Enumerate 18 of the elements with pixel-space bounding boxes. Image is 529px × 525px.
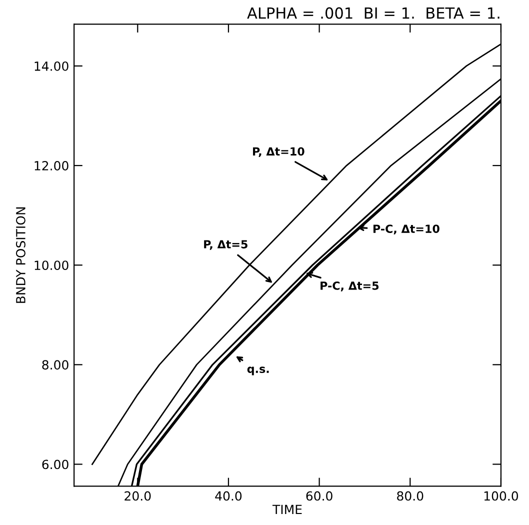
y-axis-title: BNDY POSITION — [16, 207, 26, 303]
annotation: P-C, Δt=10 — [373, 224, 440, 234]
annotation: q.s. — [247, 366, 269, 376]
y-tick-label: 14.00 — [34, 61, 68, 71]
annotation: P, Δt=5 — [204, 240, 248, 250]
annotation: P, Δt=10 — [253, 147, 304, 158]
x-tick-label: 60.0 — [306, 491, 332, 501]
x-tick-label: 40.0 — [215, 491, 242, 501]
y-tick-label: 6.00 — [42, 460, 68, 470]
annotation: P-C, Δt=5 — [320, 281, 379, 292]
y-tick-label: 8.00 — [42, 360, 68, 370]
chart-title: ALPHA = .001 BI = 1. BETA = 1. — [247, 7, 500, 19]
x-tick-label: 100.0 — [484, 491, 518, 501]
y-tick-label: 10.00 — [34, 260, 68, 270]
y-tick-label: 12.00 — [34, 161, 68, 170]
x-axis-title: TIME — [272, 504, 302, 514]
x-tick-label: 20.0 — [124, 491, 151, 501]
x-tick-label: 80.0 — [397, 491, 424, 501]
